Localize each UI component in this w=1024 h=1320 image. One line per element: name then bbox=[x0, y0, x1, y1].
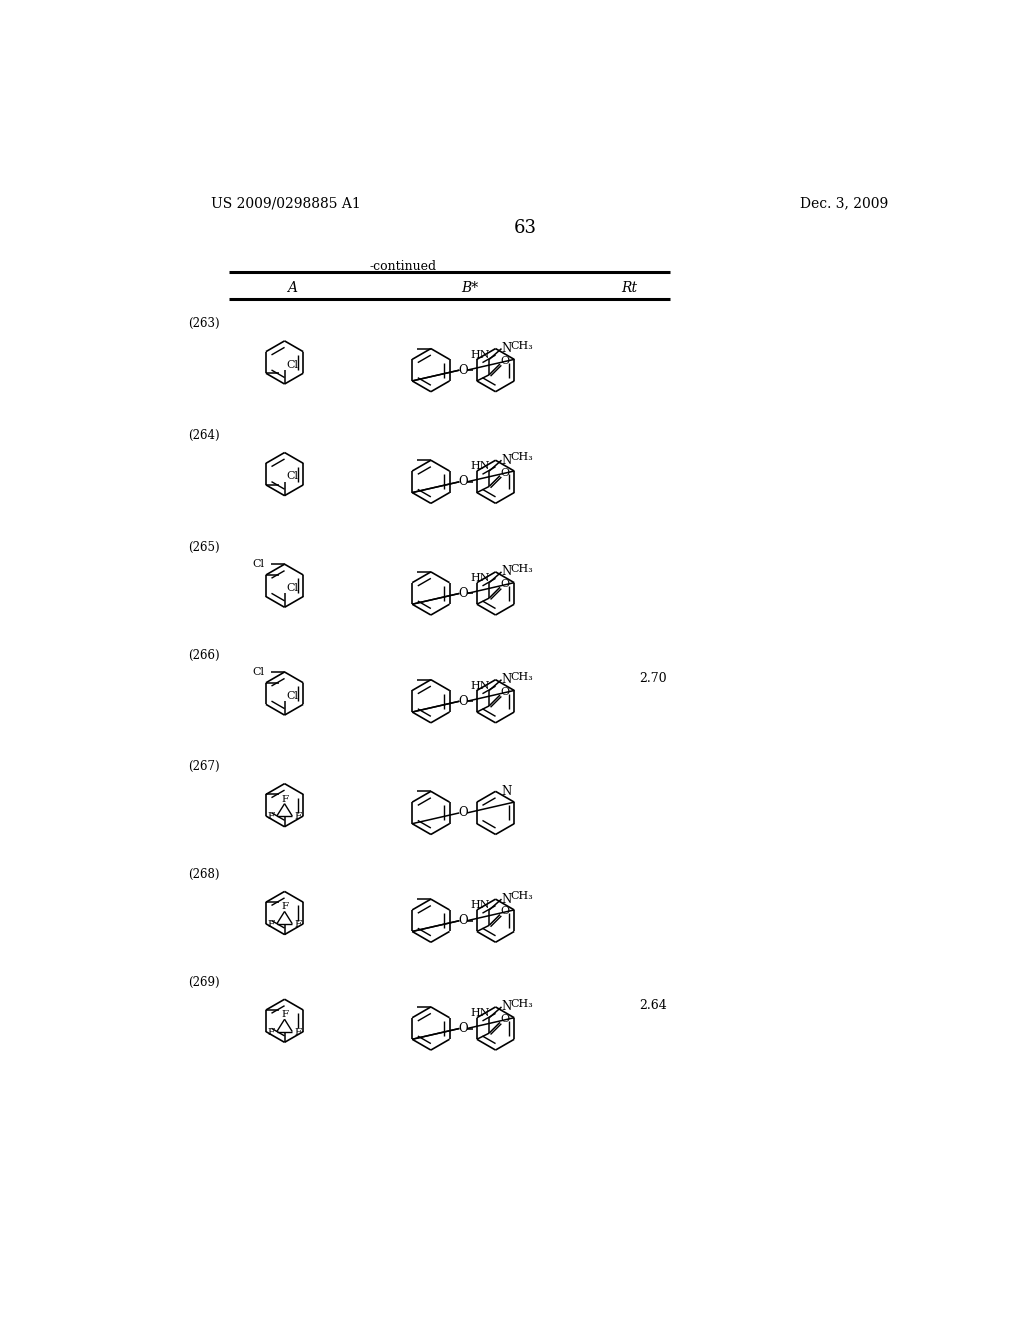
Text: F: F bbox=[281, 903, 288, 911]
Text: F: F bbox=[281, 1010, 288, 1019]
Text: F: F bbox=[281, 795, 288, 804]
Text: O: O bbox=[459, 807, 468, 820]
Text: 2.70: 2.70 bbox=[639, 672, 667, 685]
Text: N: N bbox=[502, 1001, 512, 1014]
Text: HN: HN bbox=[470, 462, 489, 471]
Text: US 2009/0298885 A1: US 2009/0298885 A1 bbox=[211, 197, 361, 210]
Text: Rt: Rt bbox=[622, 281, 638, 294]
Text: Dec. 3, 2009: Dec. 3, 2009 bbox=[801, 197, 889, 210]
Text: HN: HN bbox=[470, 350, 489, 360]
Text: CH₃: CH₃ bbox=[511, 672, 534, 681]
Text: -continued: -continued bbox=[370, 260, 436, 273]
Text: N: N bbox=[502, 892, 512, 906]
Text: Cl: Cl bbox=[253, 667, 264, 677]
Text: Cl: Cl bbox=[286, 690, 298, 701]
Text: N: N bbox=[502, 565, 512, 578]
Text: (264): (264) bbox=[188, 429, 220, 442]
Text: O: O bbox=[501, 356, 510, 366]
Text: O: O bbox=[459, 363, 468, 376]
Text: CH₃: CH₃ bbox=[511, 564, 534, 574]
Text: O: O bbox=[501, 686, 510, 697]
Text: F: F bbox=[294, 812, 301, 821]
Text: Cl: Cl bbox=[286, 471, 298, 482]
Text: O: O bbox=[501, 907, 510, 916]
Text: HN: HN bbox=[470, 900, 489, 911]
Text: 63: 63 bbox=[513, 219, 537, 236]
Text: O: O bbox=[459, 475, 468, 488]
Text: (265): (265) bbox=[188, 541, 220, 554]
Text: 2.64: 2.64 bbox=[639, 999, 667, 1012]
Text: O: O bbox=[501, 579, 510, 589]
Text: CH₃: CH₃ bbox=[511, 341, 534, 351]
Text: O: O bbox=[459, 587, 468, 601]
Text: F: F bbox=[268, 1028, 275, 1036]
Text: Cl: Cl bbox=[286, 360, 298, 370]
Text: N: N bbox=[502, 342, 512, 355]
Text: CH₃: CH₃ bbox=[511, 999, 534, 1008]
Text: (268): (268) bbox=[188, 869, 220, 880]
Text: O: O bbox=[501, 467, 510, 478]
Text: A: A bbox=[288, 281, 297, 294]
Text: (263): (263) bbox=[188, 317, 220, 330]
Text: Cl: Cl bbox=[253, 560, 264, 569]
Text: CH₃: CH₃ bbox=[511, 891, 534, 902]
Text: F: F bbox=[294, 920, 301, 929]
Text: F: F bbox=[268, 812, 275, 821]
Text: Cl: Cl bbox=[286, 583, 298, 593]
Text: HN: HN bbox=[470, 573, 489, 583]
Text: F: F bbox=[268, 920, 275, 929]
Text: (267): (267) bbox=[188, 760, 220, 774]
Text: CH₃: CH₃ bbox=[511, 453, 534, 462]
Text: (266): (266) bbox=[188, 648, 220, 661]
Text: N: N bbox=[502, 454, 512, 467]
Text: O: O bbox=[459, 694, 468, 708]
Text: HN: HN bbox=[470, 681, 489, 690]
Text: B*: B* bbox=[461, 281, 478, 294]
Text: O: O bbox=[459, 915, 468, 927]
Text: (269): (269) bbox=[188, 975, 220, 989]
Text: F: F bbox=[294, 1028, 301, 1036]
Text: HN: HN bbox=[470, 1008, 489, 1018]
Text: N: N bbox=[502, 785, 512, 797]
Text: O: O bbox=[459, 1022, 468, 1035]
Text: N: N bbox=[502, 673, 512, 686]
Text: O: O bbox=[501, 1014, 510, 1024]
